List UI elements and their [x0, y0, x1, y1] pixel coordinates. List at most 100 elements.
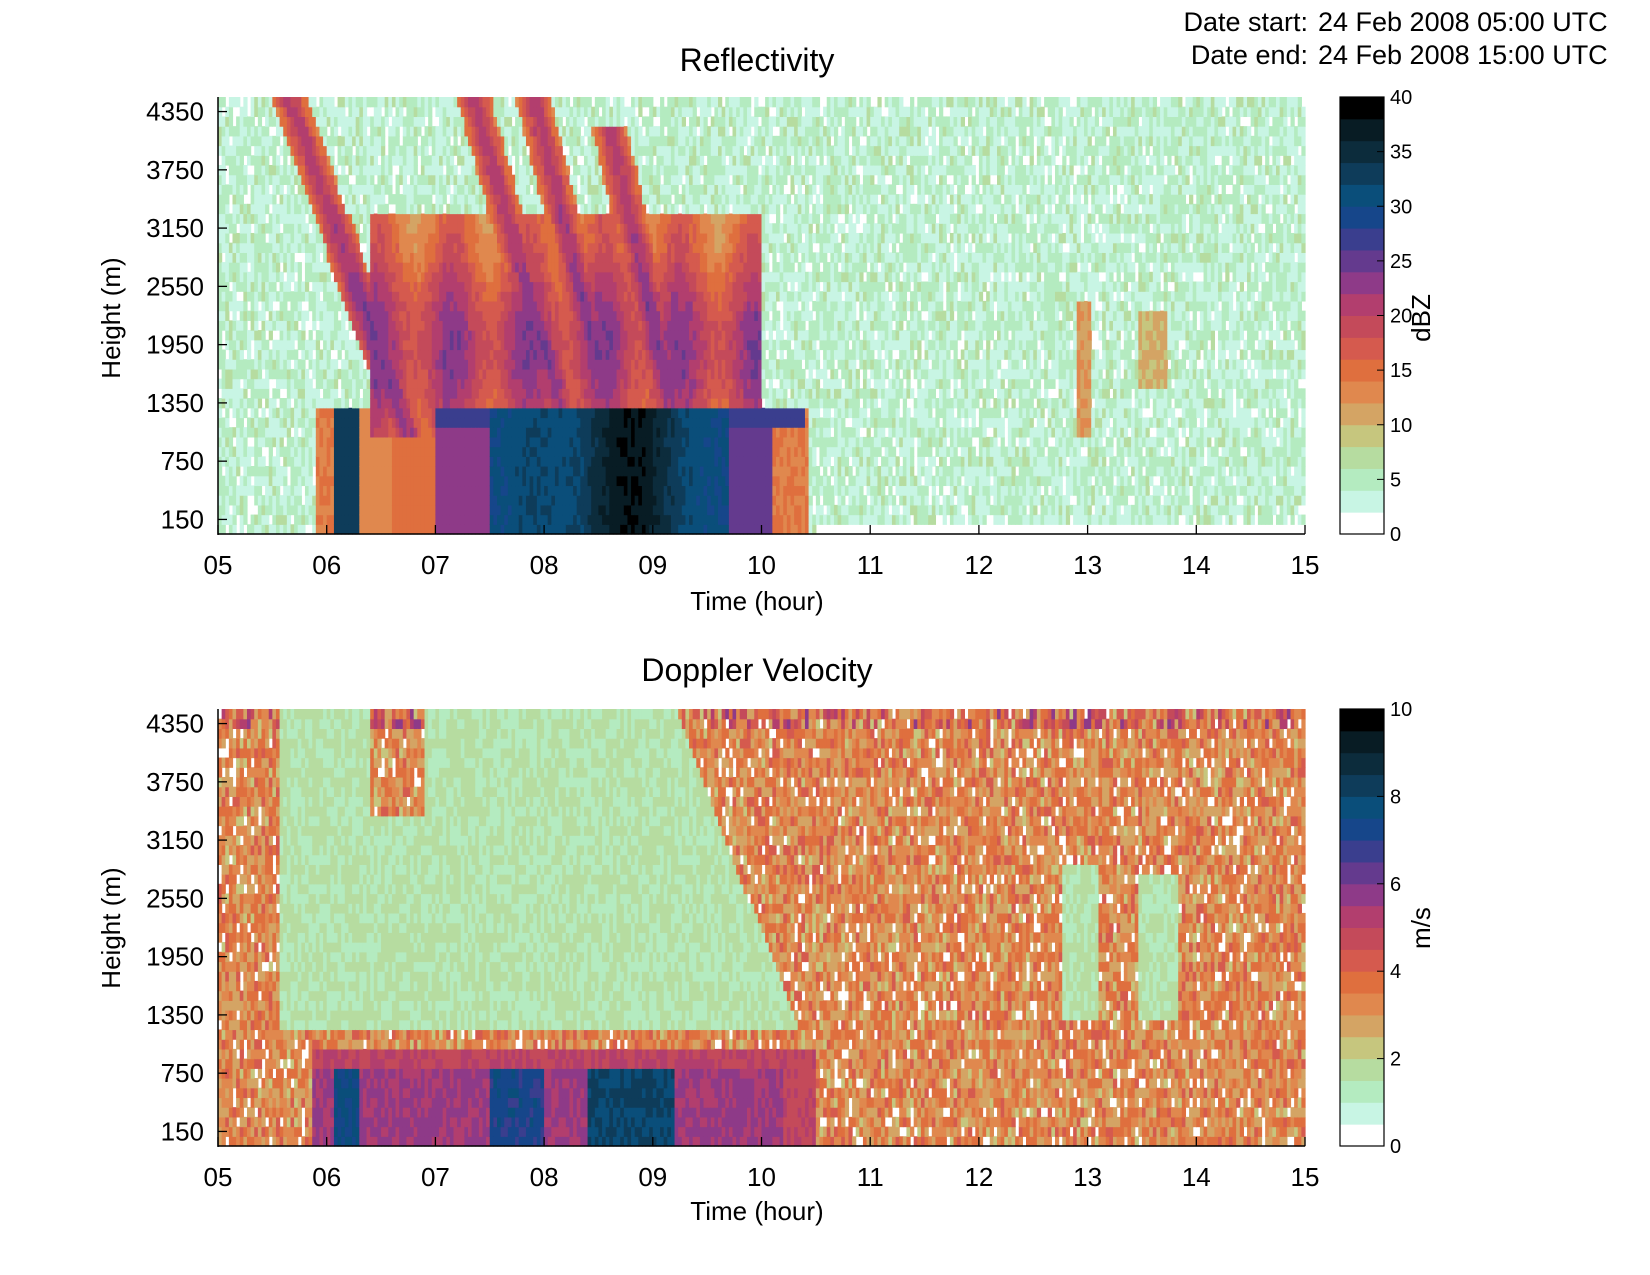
- heatmap-cell: [583, 203, 589, 215]
- heatmap-cell: [431, 252, 436, 263]
- heatmap-cell: [308, 184, 313, 195]
- heatmap-cell: [272, 203, 277, 215]
- heatmap-cell: [591, 388, 596, 399]
- heatmap-cell: [362, 223, 368, 234]
- heatmap-cell: [254, 436, 259, 448]
- heatmap-cell: [562, 349, 567, 360]
- heatmap-cell: [246, 252, 252, 263]
- heatmap-cell: [478, 174, 484, 185]
- heatmap-cell: [449, 213, 455, 224]
- heatmap-cell: [362, 368, 368, 380]
- heatmap-cell: [493, 300, 498, 312]
- heatmap-cell: [536, 320, 542, 331]
- heatmap-cell: [246, 417, 252, 428]
- heatmap-cell: [402, 330, 408, 341]
- heatmap-cell: [275, 349, 281, 360]
- heatmap-cell: [384, 359, 389, 370]
- heatmap-cell: [562, 330, 567, 341]
- heatmap-cell: [326, 232, 331, 244]
- heatmap-cell: [518, 232, 523, 244]
- heatmap-cell: [243, 232, 248, 244]
- heatmap-cell: [446, 155, 451, 166]
- heatmap-cell: [497, 213, 502, 224]
- heatmap-cell: [529, 135, 534, 147]
- heatmap-cell: [551, 456, 556, 467]
- heatmap-cell: [417, 194, 422, 205]
- heatmap-cell: [554, 339, 560, 351]
- heatmap-cell: [362, 320, 368, 331]
- heatmap-cell: [221, 320, 226, 331]
- heatmap-cell: [362, 116, 368, 127]
- heatmap-cell: [323, 223, 328, 234]
- heatmap-cell: [634, 155, 639, 166]
- heatmap-cell: [370, 262, 375, 273]
- heatmap-cell: [312, 164, 317, 176]
- heatmap-cell: [420, 174, 426, 185]
- heatmap-cell: [489, 252, 494, 263]
- heatmap-cell: [428, 427, 433, 438]
- heatmap-cell: [236, 504, 241, 516]
- heatmap-cell: [337, 135, 342, 147]
- heatmap-cell: [554, 446, 560, 457]
- heatmap-cell: [573, 194, 578, 205]
- heatmap-cell: [591, 252, 596, 263]
- heatmap-cell: [286, 330, 292, 341]
- heatmap-cell: [464, 310, 469, 321]
- heatmap-cell: [254, 291, 259, 302]
- heatmap-cell: [518, 242, 523, 253]
- heatmap-cell: [243, 368, 248, 380]
- heatmap-cell: [507, 359, 513, 370]
- heatmap-cell: [406, 466, 411, 477]
- heatmap-cell: [551, 126, 556, 137]
- heatmap-cell: [435, 145, 440, 156]
- heatmap-cell: [283, 155, 288, 166]
- heatmap-cell: [424, 407, 429, 419]
- heatmap-cell: [468, 436, 473, 448]
- heatmap-cell: [457, 203, 462, 215]
- heatmap-cell: [261, 504, 266, 516]
- heatmap-cell: [236, 174, 241, 185]
- heatmap-cell: [330, 514, 335, 525]
- heatmap-cell: [218, 359, 223, 370]
- heatmap-cell: [341, 97, 346, 108]
- heatmap-cell: [605, 262, 610, 273]
- heatmap-cell: [272, 252, 277, 263]
- heatmap-cell: [333, 194, 339, 205]
- heatmap-cell: [435, 97, 440, 108]
- heatmap-cell: [384, 446, 389, 457]
- heatmap-cell: [591, 116, 596, 127]
- heatmap-cell: [362, 155, 368, 166]
- heatmap-cell: [569, 446, 574, 457]
- heatmap-cell: [290, 368, 295, 380]
- heatmap-cell: [373, 495, 379, 506]
- heatmap-cell: [373, 145, 379, 156]
- heatmap-cell: [449, 281, 455, 292]
- heatmap-cell: [464, 456, 469, 467]
- heatmap-cell: [294, 310, 299, 321]
- heatmap-cell: [446, 164, 451, 176]
- heatmap-cell: [522, 126, 527, 137]
- heatmap-cell: [623, 485, 629, 496]
- heatmap-cell: [417, 378, 422, 389]
- heatmap-cell: [525, 349, 531, 360]
- heatmap-cell: [381, 456, 386, 467]
- heatmap-cell: [439, 514, 444, 525]
- heatmap-cell: [290, 291, 295, 302]
- heatmap-cell: [410, 164, 415, 176]
- heatmap-cell: [431, 145, 436, 156]
- heatmap-cell: [315, 223, 321, 234]
- heatmap-cell: [337, 339, 342, 351]
- heatmap-cell: [261, 106, 266, 118]
- heatmap-cell: [333, 504, 339, 516]
- heatmap-cell: [609, 155, 614, 166]
- heatmap-cell: [261, 456, 266, 467]
- heatmap-cell: [254, 310, 259, 321]
- heatmap-cell: [551, 97, 556, 108]
- heatmap-cell: [221, 417, 226, 428]
- heatmap-cell: [424, 164, 429, 176]
- heatmap-cell: [453, 242, 458, 253]
- heatmap-cell: [315, 349, 321, 360]
- heatmap-cell: [344, 271, 350, 283]
- heatmap-cell: [439, 262, 444, 273]
- heatmap-cell: [634, 174, 639, 185]
